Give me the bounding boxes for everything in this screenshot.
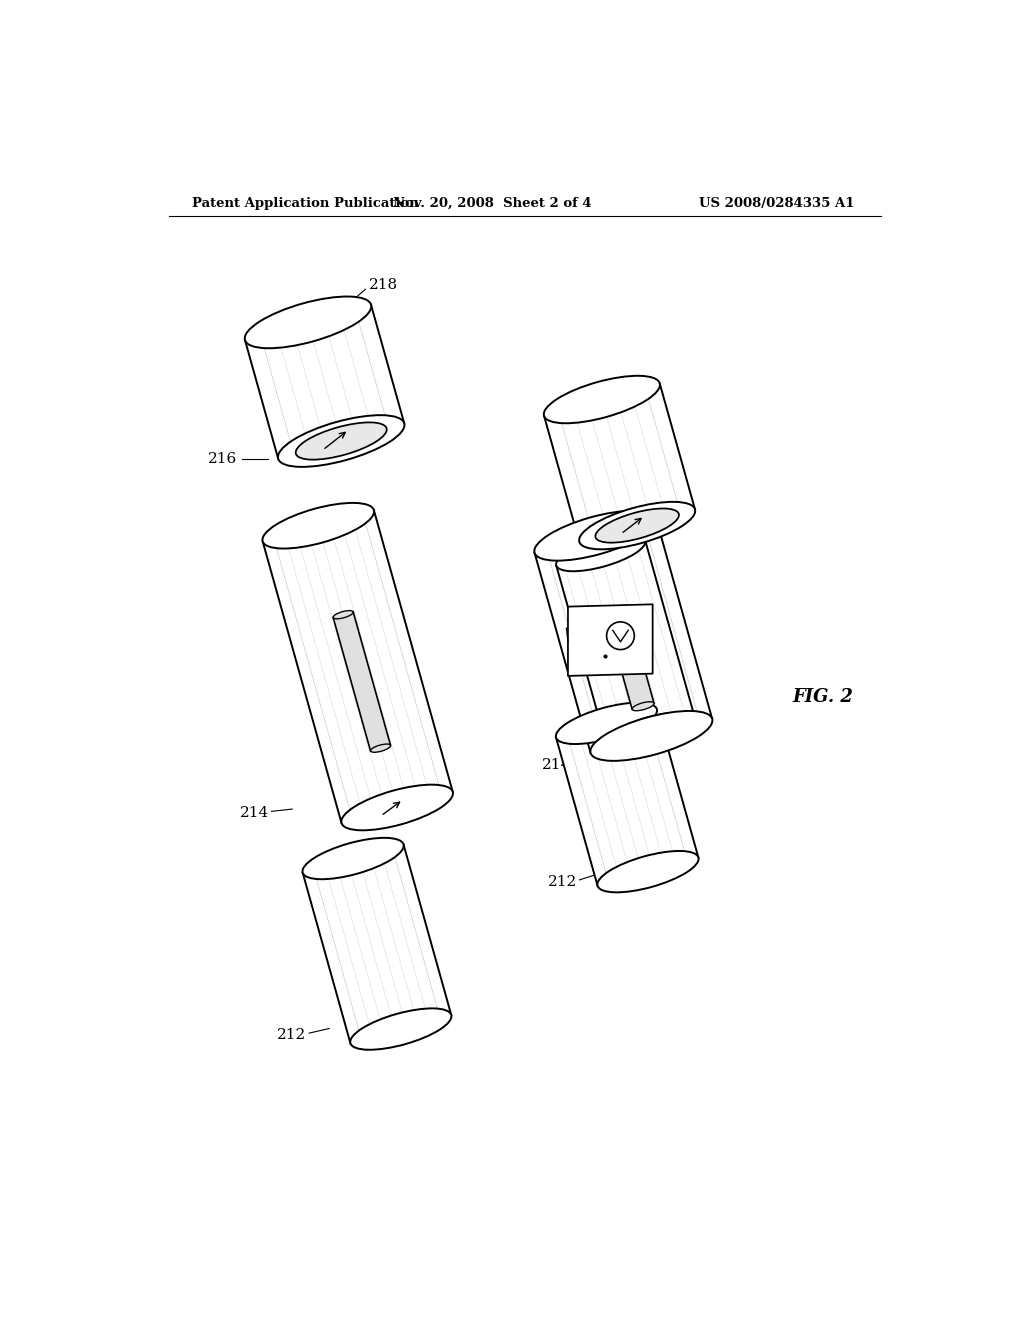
Polygon shape (544, 383, 695, 541)
Ellipse shape (556, 535, 645, 572)
Polygon shape (568, 605, 652, 676)
Text: 220: 220 (400, 706, 429, 719)
Ellipse shape (262, 503, 374, 549)
Polygon shape (605, 607, 654, 709)
Text: Patent Application Publication: Patent Application Publication (193, 197, 419, 210)
Ellipse shape (333, 611, 353, 619)
Text: Nov. 20, 2008  Sheet 2 of 4: Nov. 20, 2008 Sheet 2 of 4 (393, 197, 592, 210)
Ellipse shape (597, 851, 698, 892)
Ellipse shape (632, 702, 654, 710)
Ellipse shape (591, 711, 713, 760)
Ellipse shape (544, 376, 659, 424)
Polygon shape (333, 612, 390, 751)
Text: FIG. 2: FIG. 2 (793, 689, 854, 706)
Ellipse shape (341, 784, 453, 830)
Ellipse shape (278, 416, 404, 467)
Polygon shape (535, 519, 712, 752)
Ellipse shape (371, 744, 390, 752)
Ellipse shape (535, 511, 656, 561)
Polygon shape (303, 845, 452, 1043)
Ellipse shape (296, 422, 387, 459)
Text: 218: 218 (370, 279, 398, 293)
Ellipse shape (595, 508, 679, 543)
Ellipse shape (350, 1008, 452, 1049)
Text: 212: 212 (548, 875, 578, 890)
Text: 214: 214 (542, 758, 571, 772)
Ellipse shape (302, 838, 403, 879)
Ellipse shape (605, 606, 627, 614)
Polygon shape (556, 540, 695, 743)
Ellipse shape (245, 297, 372, 348)
Text: US 2008/0284335 A1: US 2008/0284335 A1 (698, 197, 854, 210)
Ellipse shape (606, 713, 695, 750)
Polygon shape (556, 709, 698, 886)
Ellipse shape (580, 502, 695, 549)
Polygon shape (245, 305, 404, 458)
Text: 212: 212 (276, 1028, 306, 1041)
Polygon shape (262, 510, 453, 824)
Text: 214: 214 (240, 807, 269, 820)
Ellipse shape (556, 702, 657, 744)
Text: 216: 216 (208, 451, 237, 466)
